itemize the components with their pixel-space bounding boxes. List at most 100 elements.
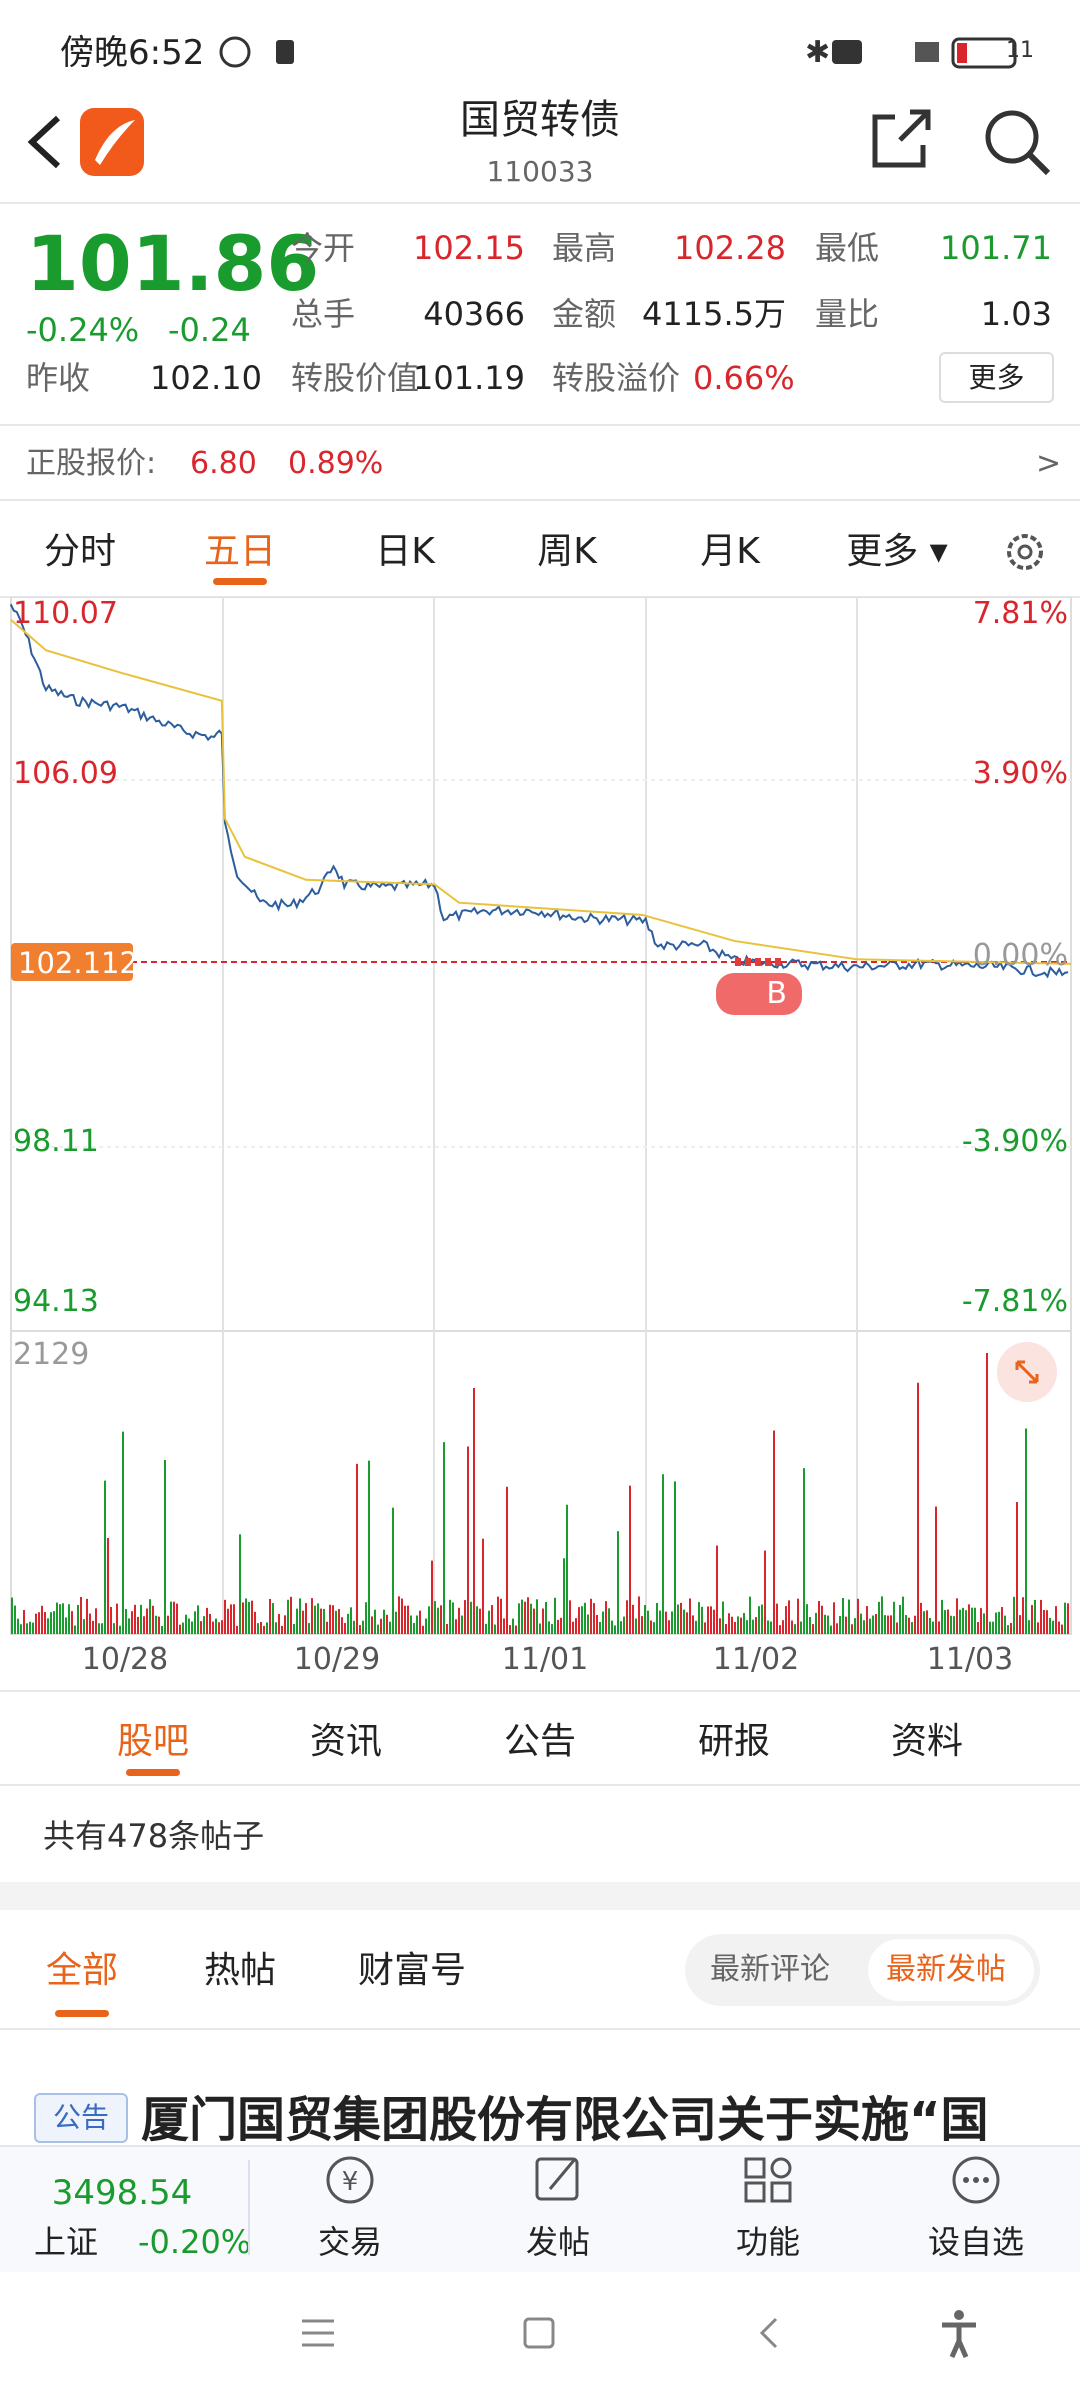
axis-label: 110.07 xyxy=(13,597,118,631)
field-label: 最低 xyxy=(815,229,880,267)
header-icons: ✱ xyxy=(27,35,1051,176)
divider xyxy=(0,424,1080,426)
post-tag: 公告 xyxy=(34,2093,128,2143)
axis-label: -7.81% xyxy=(962,1284,1068,1319)
field-label: 总手 xyxy=(291,295,356,333)
field-value: 101.71 xyxy=(940,229,1052,267)
tab-underline xyxy=(126,1769,180,1776)
stock-change: 0.89% xyxy=(288,446,384,481)
code: 110033 xyxy=(486,155,594,188)
tab[interactable]: 资讯 xyxy=(309,1721,383,1762)
trade-marker xyxy=(716,973,802,1015)
svg-text:✱: ✱ xyxy=(805,35,830,70)
stock-quote-label: 正股报价: xyxy=(26,446,157,481)
divider xyxy=(0,499,1080,501)
gap xyxy=(0,1882,1080,1910)
sort-option[interactable]: 最新评论 xyxy=(710,1952,830,1987)
index-name[interactable]: 上证 xyxy=(34,2223,99,2261)
svg-text:¥: ¥ xyxy=(342,2167,359,2197)
field-label: 量比 xyxy=(815,295,880,333)
divider xyxy=(0,2028,1080,2030)
trade-marker-label: B xyxy=(766,976,787,1011)
tab[interactable]: 资料 xyxy=(890,1721,964,1762)
field-value: 4115.5万 xyxy=(642,295,786,333)
tab[interactable]: 五日 xyxy=(203,531,277,572)
chart-frame xyxy=(10,597,1072,1332)
current-price-box xyxy=(11,943,133,981)
nav-icons: ¥ xyxy=(302,2156,1000,2359)
expand-icon xyxy=(1015,1360,1039,1384)
field-label: 转股价值 xyxy=(291,359,420,397)
post-count: 共有478条帖子 xyxy=(43,1817,265,1855)
chart: B 110.07 106.09 98.11 94.13 7.81% 3.90% 0.00% -3… xyxy=(9,597,1072,1677)
current-price: 102.112 xyxy=(18,946,138,980)
date-label: 11/02 xyxy=(713,1642,799,1677)
settings-icon[interactable] xyxy=(1000,527,1050,577)
prev-close: 102.10 xyxy=(150,359,262,397)
tab[interactable]: 财富号 xyxy=(357,1950,467,1991)
tab-underline xyxy=(55,2010,109,2017)
price-line xyxy=(9,603,1069,979)
bottom-bar xyxy=(0,2145,1080,2272)
field-value: 102.15 xyxy=(413,229,525,267)
field-value: 102.28 xyxy=(674,229,786,267)
date-label: 10/29 xyxy=(294,1642,380,1677)
nav-item[interactable]: 发帖 xyxy=(525,2223,591,2261)
index-value[interactable]: 3498.54 xyxy=(51,2173,193,2213)
sort-option[interactable]: 最新发帖 xyxy=(886,1952,1006,1987)
axis-label: 0.00% xyxy=(973,938,1068,973)
status-time: 傍晚6:52 xyxy=(60,33,205,73)
divider xyxy=(0,1690,1080,1692)
tab[interactable]: 日K xyxy=(375,531,435,572)
nav-item[interactable]: 功能 xyxy=(735,2223,801,2261)
divider xyxy=(0,202,1080,204)
prev-close-label: 昨收 xyxy=(26,359,91,397)
tab[interactable]: 更多 ▾ xyxy=(846,531,948,572)
axis-label: 106.09 xyxy=(13,756,118,791)
tab[interactable]: 公告 xyxy=(503,1721,577,1762)
tab[interactable]: 月K xyxy=(700,531,760,572)
field-label: 今开 xyxy=(291,229,356,267)
more-button[interactable]: 更多 xyxy=(939,352,1054,403)
tab[interactable]: 分时 xyxy=(43,531,117,572)
date-label: 10/28 xyxy=(82,1642,168,1677)
field-label: 转股溢价 xyxy=(552,359,681,397)
axis-label: 94.13 xyxy=(13,1284,99,1319)
nav-item[interactable]: 设自选 xyxy=(927,2223,1025,2261)
tab[interactable]: 股吧 xyxy=(116,1721,190,1762)
price: 101.86 xyxy=(26,219,320,308)
index-change[interactable]: -0.20% xyxy=(138,2223,252,2261)
chevron[interactable]: > xyxy=(1036,446,1062,481)
stock-price: 6.80 xyxy=(190,446,257,481)
sort-active xyxy=(868,1939,1034,2001)
tab[interactable]: 周K xyxy=(537,531,597,572)
field-value: 101.19 xyxy=(413,359,525,397)
field-value: 40366 xyxy=(423,295,525,333)
tab-underline xyxy=(213,578,267,585)
nav-item[interactable]: 交易 xyxy=(317,2223,383,2261)
divider xyxy=(0,1784,1080,1786)
change: -0.24 xyxy=(168,311,251,349)
axis-label: 3.90% xyxy=(973,756,1068,791)
tab[interactable]: 研报 xyxy=(697,1721,771,1762)
volume-max: 2129 xyxy=(13,1337,89,1372)
tab[interactable]: 热帖 xyxy=(203,1950,277,1991)
field-value: 1.03 xyxy=(980,295,1052,333)
title: 国贸转债 xyxy=(460,97,620,143)
date-label: 11/01 xyxy=(502,1642,588,1677)
post-title[interactable]: 厦门国贸集团股份有限公司关于实施“国 xyxy=(141,2092,989,2148)
field-label: 金额 xyxy=(552,295,617,333)
field-label: 最高 xyxy=(552,229,617,267)
change-pct: -0.24% xyxy=(26,311,140,349)
field-value: 0.66% xyxy=(693,359,795,397)
volume-frame xyxy=(10,1330,1072,1635)
axis-label: -3.90% xyxy=(962,1124,1068,1159)
average-line xyxy=(10,618,1072,965)
battery: 11 xyxy=(1006,38,1034,63)
separator xyxy=(248,2160,250,2255)
axis-label: 7.81% xyxy=(973,597,1068,631)
axis-label: 98.11 xyxy=(13,1124,99,1159)
tab[interactable]: 全部 xyxy=(45,1950,119,1991)
date-label: 11/03 xyxy=(927,1642,1013,1677)
